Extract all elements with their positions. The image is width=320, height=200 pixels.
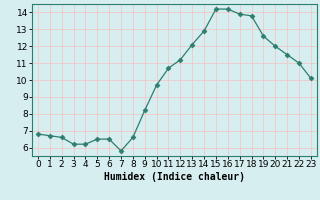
X-axis label: Humidex (Indice chaleur): Humidex (Indice chaleur) (104, 172, 245, 182)
